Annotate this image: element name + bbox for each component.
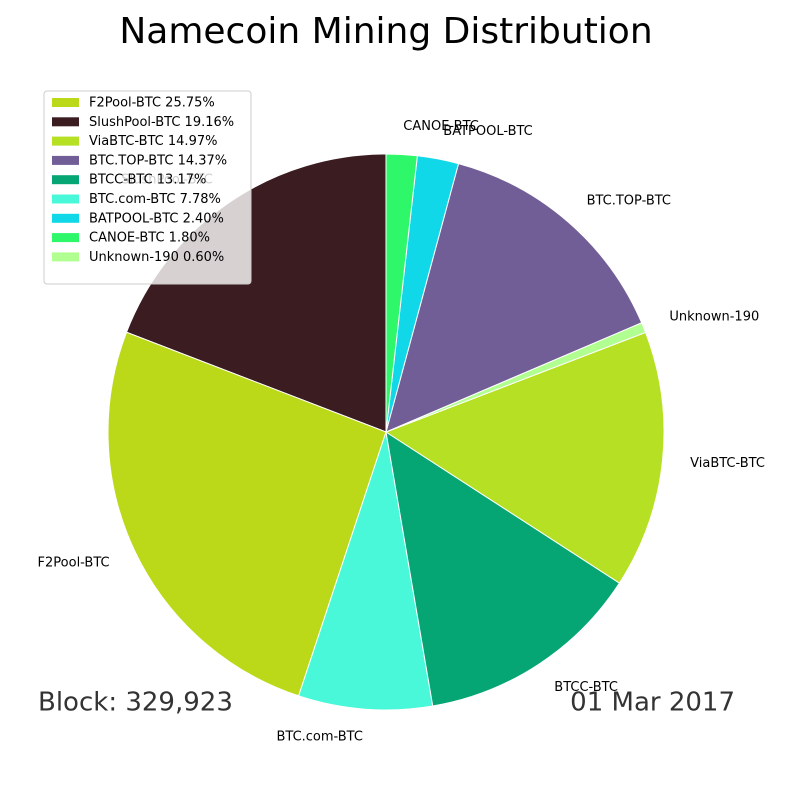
slice-label: ViaBTC-BTC [690, 456, 765, 471]
legend-label: F2Pool-BTC 25.75% [89, 96, 215, 111]
slice-label: BTC.com-BTC [276, 729, 362, 744]
pie-slice [385, 153, 418, 433]
legend-label: BTC.TOP-BTC 14.37% [89, 153, 227, 168]
pie: SlushPool-BTCF2Pool-BTCBTC.com-BTCBTCC-B… [38, 119, 765, 744]
slice-label: F2Pool-BTC [38, 555, 110, 570]
legend-label: BATPOOL-BTC 2.40% [89, 211, 224, 226]
pie-slice [384, 331, 665, 584]
legend-box [43, 90, 252, 285]
legend-label: BTC.com-BTC 7.78% [89, 192, 221, 207]
slice-label: BTCC-BTC [554, 680, 618, 695]
legend: F2Pool-BTC 25.75% SlushPool-BTC 19.16% Via… [43, 90, 252, 285]
legend-swatch [52, 233, 79, 243]
slice-label: BATPOOL-BTC [443, 124, 532, 139]
block-annotation: Block: 329,923 [38, 688, 233, 718]
legend-swatch [52, 98, 79, 107]
legend-label: CANOE-BTC 1.80% [89, 231, 210, 246]
pie-slice [107, 331, 387, 697]
pie-slice [297, 431, 434, 711]
legend-label: Unknown-190 0.60% [89, 250, 224, 265]
legend-swatch [52, 213, 79, 223]
legend-swatch [52, 194, 79, 204]
slice-label: BTC.TOP-BTC [587, 194, 671, 209]
chart-title: Namecoin Mining Distribution [119, 11, 652, 52]
legend-swatch [52, 252, 79, 262]
legend-swatch [52, 136, 79, 146]
legend-label: BTCC-BTC 13.17% [89, 173, 206, 188]
pie-slice [385, 163, 643, 433]
legend-swatch [52, 117, 79, 127]
legend-label: SlushPool-BTC 19.16% [89, 115, 234, 130]
pie-slice [385, 430, 621, 707]
slice-label: Unknown-190 [669, 310, 759, 325]
date-annotation: 01 Mar 2017 [570, 688, 735, 718]
legend-label: ViaBTC-BTC 14.97% [89, 134, 217, 149]
legend-swatch [52, 175, 79, 185]
slice-label: CANOE-BTC [403, 119, 479, 134]
legend-swatch [52, 155, 79, 165]
